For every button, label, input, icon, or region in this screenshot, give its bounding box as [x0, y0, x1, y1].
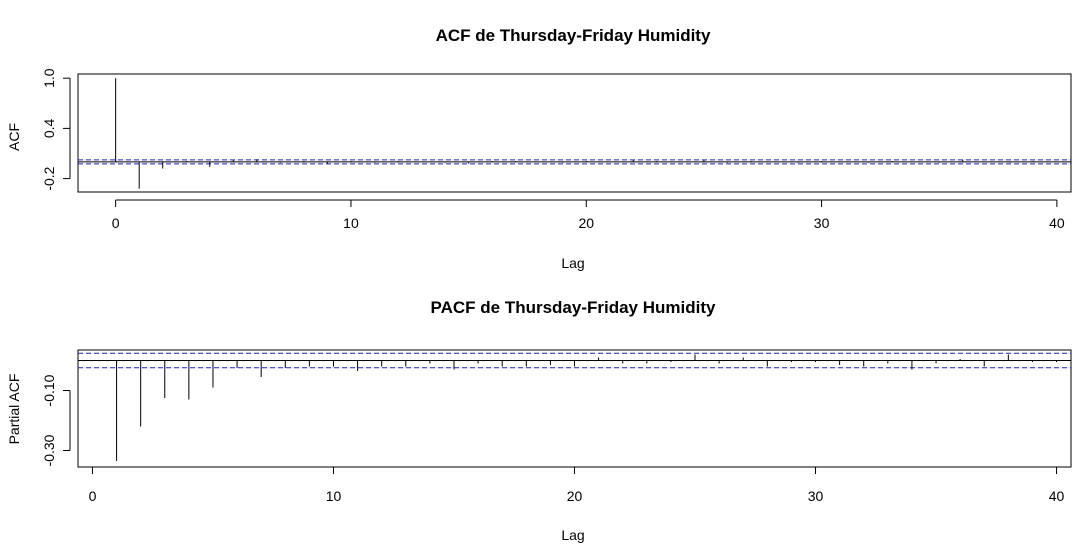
- acf-plot-frame: [77, 73, 1072, 193]
- acf-x-tick-label: 40: [1049, 215, 1065, 231]
- pacf-bars: [116, 354, 1058, 461]
- pacf-panel: PACF de Thursday-Friday Humidity Lag Par…: [6, 298, 1072, 543]
- acf-title: ACF de Thursday-Friday Humidity: [436, 26, 711, 45]
- pacf-x-axis: 0 10 20 30 40: [89, 466, 1065, 504]
- acf-panel: ACF de Thursday-Friday Humidity Lag ACF …: [6, 26, 1072, 271]
- acf-x-tick-label: 20: [578, 215, 594, 231]
- acf-ylabel: ACF: [6, 123, 22, 151]
- acf-y-tick-label: -0.2: [41, 166, 57, 190]
- acf-x-tick-label: 30: [814, 215, 830, 231]
- pacf-y-axis: -0.30 -0.10: [41, 374, 71, 466]
- pacf-x-tick-label: 30: [808, 488, 824, 504]
- acf-y-tick-label: 1.0: [41, 68, 57, 88]
- pacf-x-tick-label: 40: [1049, 488, 1065, 504]
- acf-confidence-bounds: [78, 159, 1071, 165]
- pacf-title: PACF de Thursday-Friday Humidity: [431, 298, 716, 317]
- pacf-y-tick-label: -0.10: [41, 374, 57, 406]
- pacf-xlabel: Lag: [561, 527, 584, 543]
- acf-x-axis: 0 10 20 30 40: [112, 199, 1065, 231]
- acf-x-tick-label: 10: [343, 215, 359, 231]
- acf-y-axis: -0.2 0.4 1.0: [41, 68, 71, 191]
- pacf-x-tick-label: 0: [89, 488, 97, 504]
- acf-xlabel: Lag: [561, 255, 584, 271]
- pacf-ylabel: Partial ACF: [6, 374, 22, 445]
- acf-x-tick-label: 0: [112, 215, 120, 231]
- acf-y-tick-label: 0.4: [41, 118, 57, 138]
- pacf-x-tick-label: 10: [326, 488, 342, 504]
- pacf-x-tick-label: 20: [567, 488, 583, 504]
- acf-bars: [115, 78, 1034, 189]
- pacf-y-tick-label: -0.30: [41, 434, 57, 466]
- pacf-confidence-bounds: [78, 352, 1071, 369]
